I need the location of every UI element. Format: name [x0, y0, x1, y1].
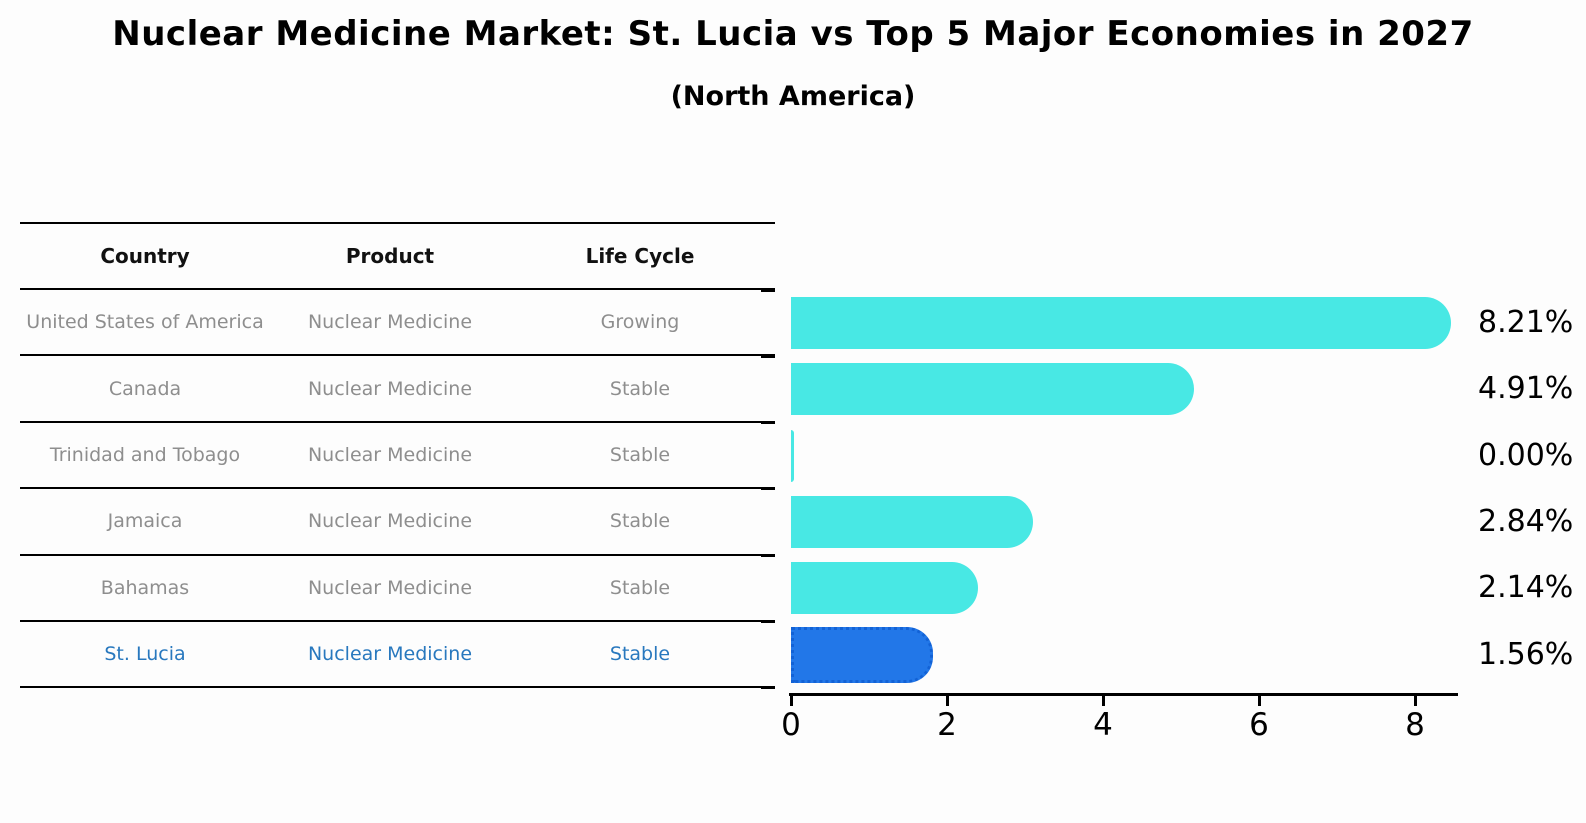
- table-header-lifecycle: Life Cycle: [585, 244, 695, 268]
- table-cell-product: Nuclear Medicine: [307, 311, 473, 334]
- bar-canada: [791, 363, 1194, 416]
- table-header-row: Country Product Life Cycle: [20, 224, 775, 290]
- value-label: 8.21%: [1478, 305, 1574, 340]
- bar-st-lucia: [791, 626, 933, 683]
- table-row: Bahamas Nuclear Medicine Stable: [20, 556, 775, 622]
- table-row: Canada Nuclear Medicine Stable: [20, 356, 775, 423]
- table-cell-country: United States of America: [26, 311, 264, 334]
- bar-bahamas: [791, 562, 978, 615]
- value-label: 1.56%: [1478, 636, 1574, 672]
- y-axis-tick: [761, 620, 775, 624]
- bar-jamaica: [791, 495, 1033, 548]
- x-axis-tick: [1257, 696, 1261, 706]
- table-cell-lifecycle: Stable: [609, 643, 671, 666]
- table-cell-product: Nuclear Medicine: [307, 377, 473, 400]
- bar-united-states-of-america: [791, 297, 1452, 349]
- x-axis-tick: [789, 696, 793, 706]
- y-axis-tick: [761, 421, 775, 425]
- y-axis-tick: [761, 288, 775, 292]
- x-axis-line: [789, 693, 1458, 696]
- x-axis-tick-label: 2: [937, 707, 957, 743]
- table-cell-country: St. Lucia: [104, 643, 186, 666]
- table-cell-product: Nuclear Medicine: [307, 443, 473, 466]
- chart-subtitle: (North America): [670, 81, 916, 112]
- value-label: 4.91%: [1478, 371, 1574, 407]
- chart-title: Nuclear Medicine Market: St. Lucia vs To…: [112, 14, 1474, 54]
- table-cell-product: Nuclear Medicine: [307, 643, 473, 666]
- y-axis-tick: [761, 686, 775, 690]
- value-label: 2.84%: [1478, 503, 1574, 539]
- y-axis-tick: [761, 354, 775, 358]
- table-header-product: Product: [345, 244, 435, 268]
- table-row: Trinidad and Tobago Nuclear Medicine Sta…: [20, 423, 775, 490]
- x-axis-tick-label: 0: [781, 707, 801, 743]
- table-row: United States of America Nuclear Medicin…: [20, 290, 775, 357]
- table-cell-product: Nuclear Medicine: [307, 576, 473, 599]
- x-axis-tick-label: 4: [1093, 707, 1113, 743]
- x-axis-tick-label: 6: [1249, 707, 1269, 743]
- bar-trinidad-and-tobago: [791, 429, 794, 482]
- comparison-table: Country Product Life Cycle United States…: [20, 222, 775, 689]
- value-label: 0.00%: [1478, 437, 1574, 473]
- table-cell-lifecycle: Stable: [609, 377, 671, 400]
- y-axis-tick: [761, 553, 775, 557]
- x-axis-tick: [945, 696, 949, 706]
- y-axis-tick: [761, 487, 775, 491]
- table-cell-country: Canada: [108, 377, 182, 400]
- table-cell-lifecycle: Stable: [609, 576, 671, 599]
- table-row: Jamaica Nuclear Medicine Stable: [20, 489, 775, 556]
- table-cell-country: Trinidad and Tobago: [49, 443, 241, 466]
- table-header-country: Country: [100, 244, 190, 268]
- table-cell-lifecycle: Stable: [609, 443, 671, 466]
- table-cell-country: Bahamas: [100, 576, 190, 599]
- table-cell-lifecycle: Stable: [609, 510, 671, 533]
- x-axis-tick: [1101, 696, 1105, 706]
- table-cell-lifecycle: Growing: [600, 311, 680, 334]
- x-axis-tick: [1413, 696, 1417, 706]
- value-label: 2.14%: [1478, 570, 1574, 606]
- table-cell-product: Nuclear Medicine: [307, 510, 473, 533]
- table-cell-country: Jamaica: [107, 510, 183, 533]
- x-axis-tick-label: 8: [1405, 707, 1425, 743]
- table-row-st-lucia: St. Lucia Nuclear Medicine Stable: [20, 622, 775, 689]
